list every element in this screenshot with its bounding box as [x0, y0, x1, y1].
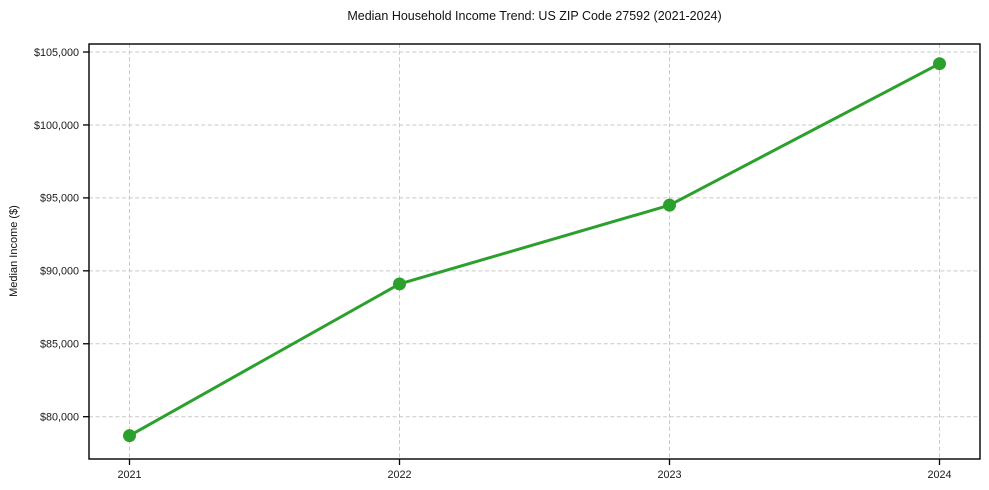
- y-tick-label: $105,000: [34, 47, 79, 59]
- plot-border: [88, 43, 981, 460]
- y-tick-label: $100,000: [34, 120, 79, 132]
- x-tick-label: 2022: [387, 469, 411, 481]
- chart-title: Median Household Income Trend: US ZIP Co…: [347, 9, 722, 23]
- data-point-2024: [933, 57, 946, 71]
- y-tick-label: $85,000: [40, 339, 79, 351]
- data-point-2023: [663, 198, 676, 212]
- x-tick-label: 2023: [657, 469, 681, 481]
- trend-line: [128, 62, 941, 438]
- y-tick-label: $95,000: [40, 193, 79, 205]
- x-tick-label: 2024: [927, 469, 951, 481]
- data-point-2022: [393, 277, 406, 291]
- y-tick-label: $80,000: [40, 411, 79, 423]
- x-tick-label: 2021: [117, 469, 141, 481]
- y-tick-label: $90,000: [40, 266, 79, 278]
- data-point-2021: [123, 429, 136, 443]
